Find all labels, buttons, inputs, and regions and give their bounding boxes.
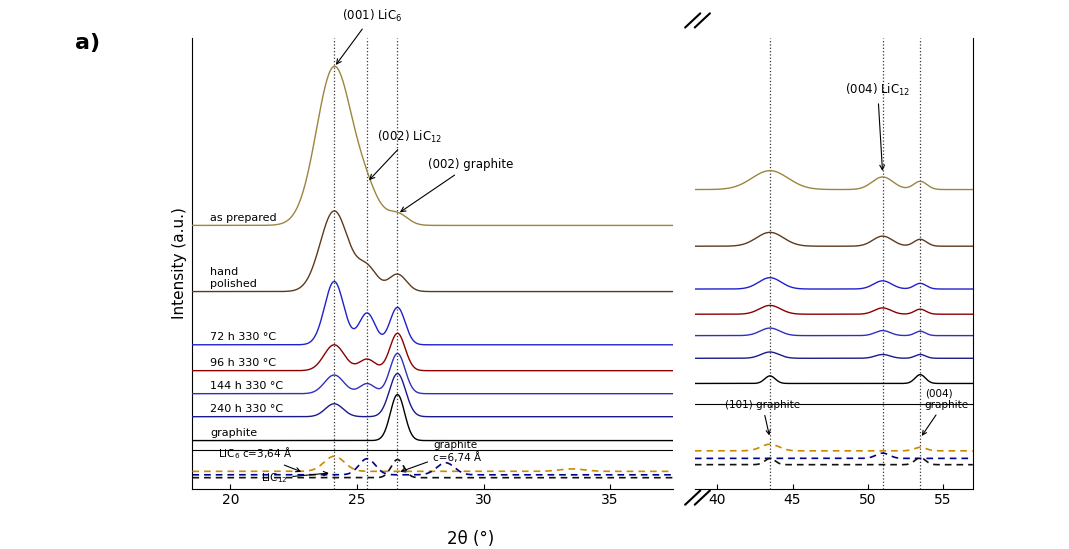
Text: (101) graphite: (101) graphite: [725, 400, 800, 434]
Text: graphite
c=6,74 Å: graphite c=6,74 Å: [401, 440, 481, 472]
Text: 96 h 330 °C: 96 h 330 °C: [211, 358, 276, 368]
Text: hand
polished: hand polished: [211, 267, 257, 289]
Text: (004) LiC$_{12}$: (004) LiC$_{12}$: [846, 82, 910, 170]
Text: 144 h 330 °C: 144 h 330 °C: [211, 381, 283, 391]
Text: graphite: graphite: [211, 428, 258, 438]
Text: 2θ (°): 2θ (°): [447, 529, 494, 547]
Text: LiC$_6$ c=3,64 Å: LiC$_6$ c=3,64 Å: [218, 445, 300, 472]
Text: LiC$_{12}$: LiC$_{12}$: [261, 472, 328, 485]
Y-axis label: Intensity (a.u.): Intensity (a.u.): [172, 208, 187, 320]
Text: (001) LiC$_6$: (001) LiC$_6$: [337, 8, 402, 64]
Text: (004)
graphite: (004) graphite: [923, 388, 969, 435]
Text: 240 h 330 °C: 240 h 330 °C: [211, 404, 283, 414]
Text: as prepared: as prepared: [211, 212, 277, 222]
Text: a): a): [75, 33, 100, 53]
Text: 72 h 330 °C: 72 h 330 °C: [211, 332, 276, 342]
Text: (002) LiC$_{12}$: (002) LiC$_{12}$: [370, 129, 443, 180]
Text: (002) graphite: (002) graphite: [401, 158, 513, 212]
